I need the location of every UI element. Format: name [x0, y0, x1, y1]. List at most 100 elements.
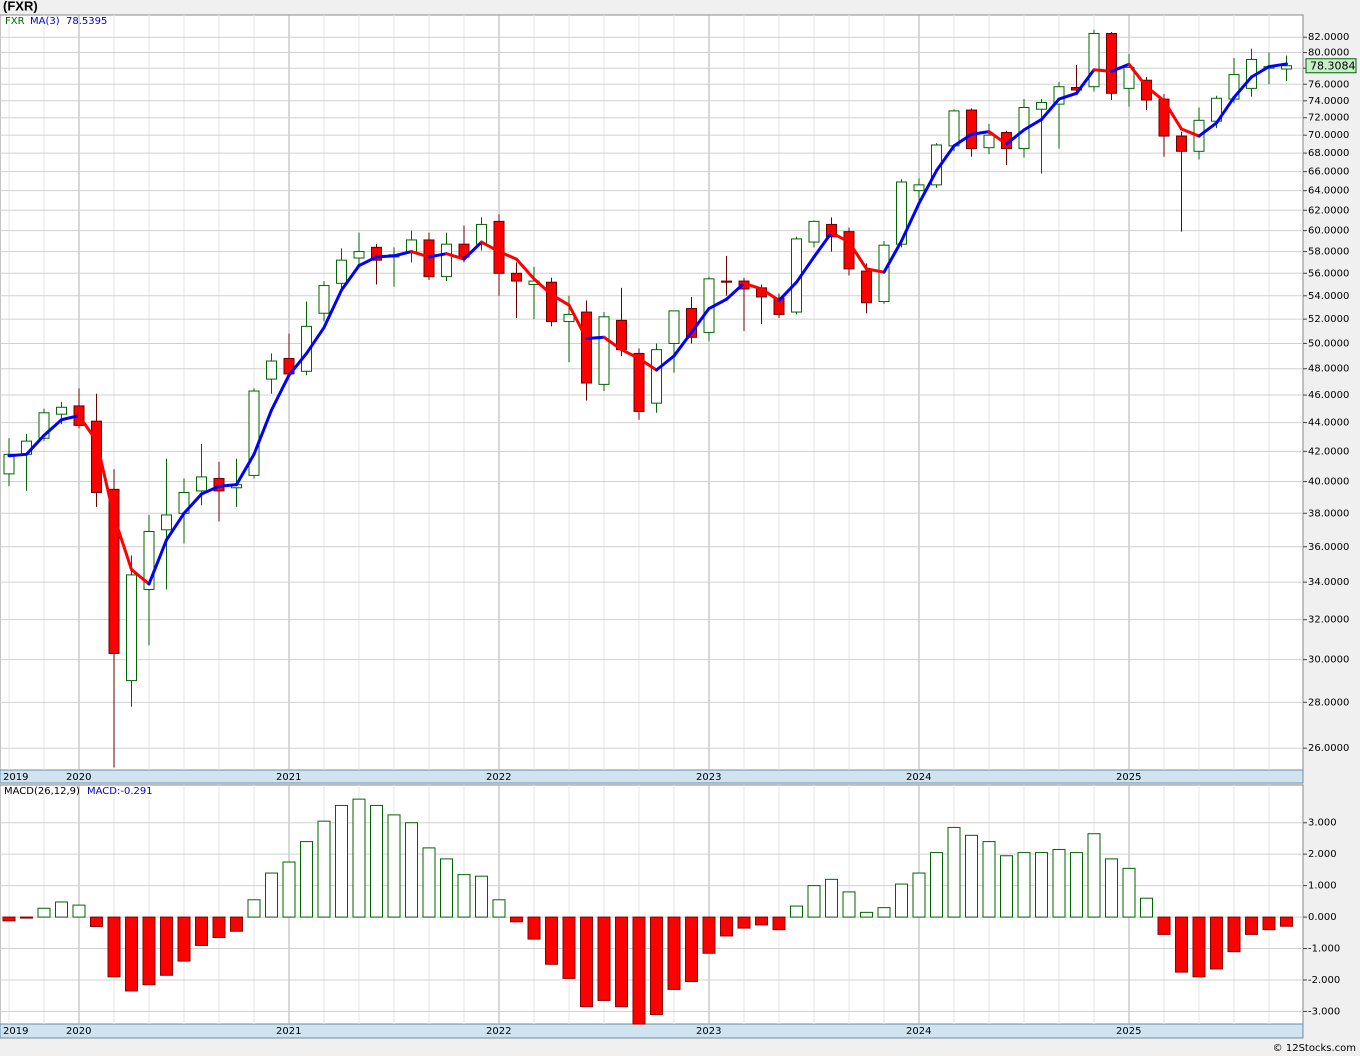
macd-bar — [230, 916, 243, 932]
ma-segment — [515, 257, 536, 281]
macd-bar — [545, 916, 558, 965]
ma-segment — [147, 538, 168, 586]
candle-body — [581, 311, 592, 384]
y-tick-label: 50.0000 — [1308, 338, 1349, 349]
macd-bar — [20, 916, 33, 919]
legend-ma-value: 78.5395 — [66, 16, 107, 27]
candle-body — [1106, 32, 1117, 94]
candle-body — [896, 181, 907, 245]
candle-body — [1088, 32, 1100, 88]
candle-body — [598, 316, 610, 385]
candle-body — [318, 285, 330, 314]
x-tick-label: 2022 — [486, 1026, 511, 1037]
ma-segment — [777, 280, 798, 302]
ma-segment — [95, 439, 116, 519]
ma-segment — [550, 293, 571, 307]
x-tick-label: 2021 — [276, 772, 301, 783]
candle-body — [1123, 66, 1135, 89]
candle-body — [108, 488, 120, 654]
macd-bar — [1000, 855, 1013, 918]
candle-body — [126, 574, 137, 682]
y-tick-label: 2.000 — [1308, 849, 1337, 860]
ma-segment — [585, 335, 606, 341]
marks — [2, 29, 1293, 1025]
macd-bar — [510, 916, 523, 923]
candle-body — [563, 313, 575, 323]
candle-body — [966, 109, 977, 150]
ma-segment — [882, 239, 903, 274]
macd-bar — [370, 804, 383, 918]
ma-segment — [462, 240, 483, 261]
footer: © 12Stocks.com — [1273, 1043, 1356, 1054]
macd-bar — [1280, 916, 1293, 927]
ma-segment — [1162, 99, 1183, 131]
ma-segment — [1040, 97, 1061, 121]
macd-bar — [492, 899, 506, 918]
macd-bar — [632, 916, 646, 1025]
ma-segment — [1127, 62, 1148, 89]
y-tick-label: 38.0000 — [1308, 508, 1349, 519]
ma-segment — [410, 250, 431, 259]
ma-segment — [25, 433, 46, 456]
y-tick-label: -3.000 — [1308, 1006, 1340, 1017]
y-tick-label: 76.0000 — [1308, 79, 1349, 90]
macd-bar — [982, 841, 996, 918]
macd-bar — [912, 872, 926, 918]
macd-bar — [1017, 852, 1031, 918]
ma-segment — [1215, 95, 1236, 125]
y-tick-label: 48.0000 — [1308, 364, 1349, 375]
macd-bar — [142, 916, 156, 986]
candle-body — [511, 272, 522, 282]
y-tick-label: 64.0000 — [1308, 186, 1349, 197]
macd-bar — [90, 916, 103, 928]
ma-segment — [270, 373, 291, 412]
macd-bar — [265, 872, 278, 918]
x-tick-label: 2019 — [3, 1026, 28, 1037]
candle-body — [651, 349, 662, 404]
ma-segment — [287, 351, 308, 377]
macd-bar — [702, 916, 716, 954]
x-tick-label: 2025 — [1116, 1026, 1141, 1037]
y-tick-label: 68.0000 — [1308, 148, 1349, 159]
x-band — [0, 769, 1304, 784]
ma-segment — [655, 354, 676, 372]
labels: 2019 2020 2021 2022 2023 2024 2025 78.3084 2019 2… — [3, 58, 1357, 1037]
ma-segment — [1022, 117, 1043, 132]
ma-segment — [480, 240, 501, 254]
ma-segment — [7, 452, 28, 458]
candle-body — [826, 223, 837, 238]
macd-bar — [300, 841, 313, 918]
y-tick-label: 40.0000 — [1308, 477, 1349, 488]
ma-segment — [637, 356, 658, 372]
x-tick-label: 2021 — [276, 1026, 301, 1037]
macd-bar — [720, 916, 733, 937]
ma-segment — [77, 414, 98, 443]
macd-bar — [685, 916, 698, 983]
macd-bar — [947, 826, 961, 918]
macd-bar — [1175, 916, 1188, 973]
y-tick-label: 0.000 — [1308, 912, 1337, 923]
y-tick-label: -2.000 — [1308, 975, 1340, 986]
ma-segment — [532, 277, 553, 297]
macd-bar — [790, 905, 803, 918]
ma-segment — [1092, 68, 1113, 73]
macd-bar — [1245, 916, 1258, 935]
candle-body — [546, 281, 557, 323]
chart-title: (FXR) — [3, 0, 38, 13]
y-tick-label: 1.000 — [1308, 881, 1337, 892]
x-band — [0, 1023, 1304, 1039]
macd-bar — [440, 858, 453, 918]
candle-body — [686, 308, 697, 338]
ma-segment — [340, 264, 361, 292]
macd-bar — [527, 916, 541, 940]
x-tick-label: 2023 — [696, 772, 721, 783]
macd-bar — [965, 834, 978, 918]
y-tick-label: 56.0000 — [1308, 268, 1349, 279]
ma-segment — [970, 130, 991, 136]
macd-bar — [1070, 852, 1083, 918]
x-tick-label: 2025 — [1116, 772, 1141, 783]
candle-body — [301, 325, 312, 372]
ma-segment — [935, 144, 956, 173]
macd-bar — [1122, 867, 1136, 918]
